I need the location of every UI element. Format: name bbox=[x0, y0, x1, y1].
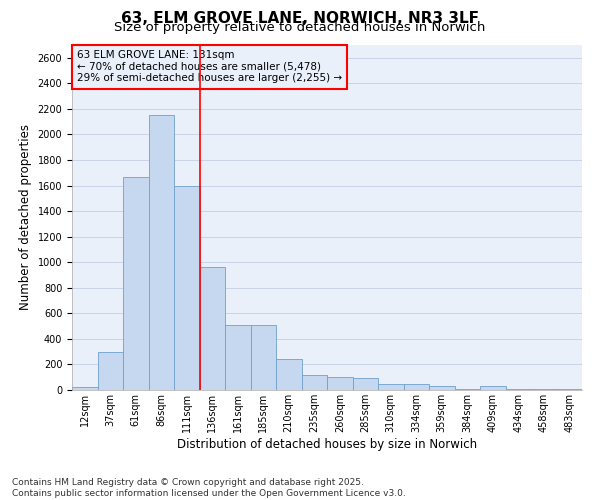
Bar bbox=[123, 176, 149, 390]
Bar bbox=[531, 388, 557, 390]
Bar bbox=[429, 386, 455, 390]
Bar bbox=[97, 352, 123, 390]
Bar bbox=[327, 377, 353, 390]
Bar bbox=[174, 186, 199, 390]
X-axis label: Distribution of detached houses by size in Norwich: Distribution of detached houses by size … bbox=[177, 438, 477, 450]
Bar bbox=[149, 116, 174, 390]
Bar bbox=[251, 326, 276, 390]
Bar bbox=[480, 386, 505, 390]
Bar bbox=[404, 384, 429, 390]
Bar bbox=[225, 325, 251, 390]
Bar bbox=[276, 358, 302, 390]
Text: Contains HM Land Registry data © Crown copyright and database right 2025.
Contai: Contains HM Land Registry data © Crown c… bbox=[12, 478, 406, 498]
Text: 63, ELM GROVE LANE, NORWICH, NR3 3LF: 63, ELM GROVE LANE, NORWICH, NR3 3LF bbox=[121, 11, 479, 26]
Bar bbox=[378, 384, 404, 390]
Y-axis label: Number of detached properties: Number of detached properties bbox=[19, 124, 32, 310]
Bar bbox=[199, 266, 225, 390]
Text: 63 ELM GROVE LANE: 131sqm
← 70% of detached houses are smaller (5,478)
29% of se: 63 ELM GROVE LANE: 131sqm ← 70% of detac… bbox=[77, 50, 342, 84]
Text: Size of property relative to detached houses in Norwich: Size of property relative to detached ho… bbox=[115, 22, 485, 35]
Bar bbox=[353, 378, 378, 390]
Bar bbox=[72, 388, 97, 390]
Bar bbox=[302, 374, 327, 390]
